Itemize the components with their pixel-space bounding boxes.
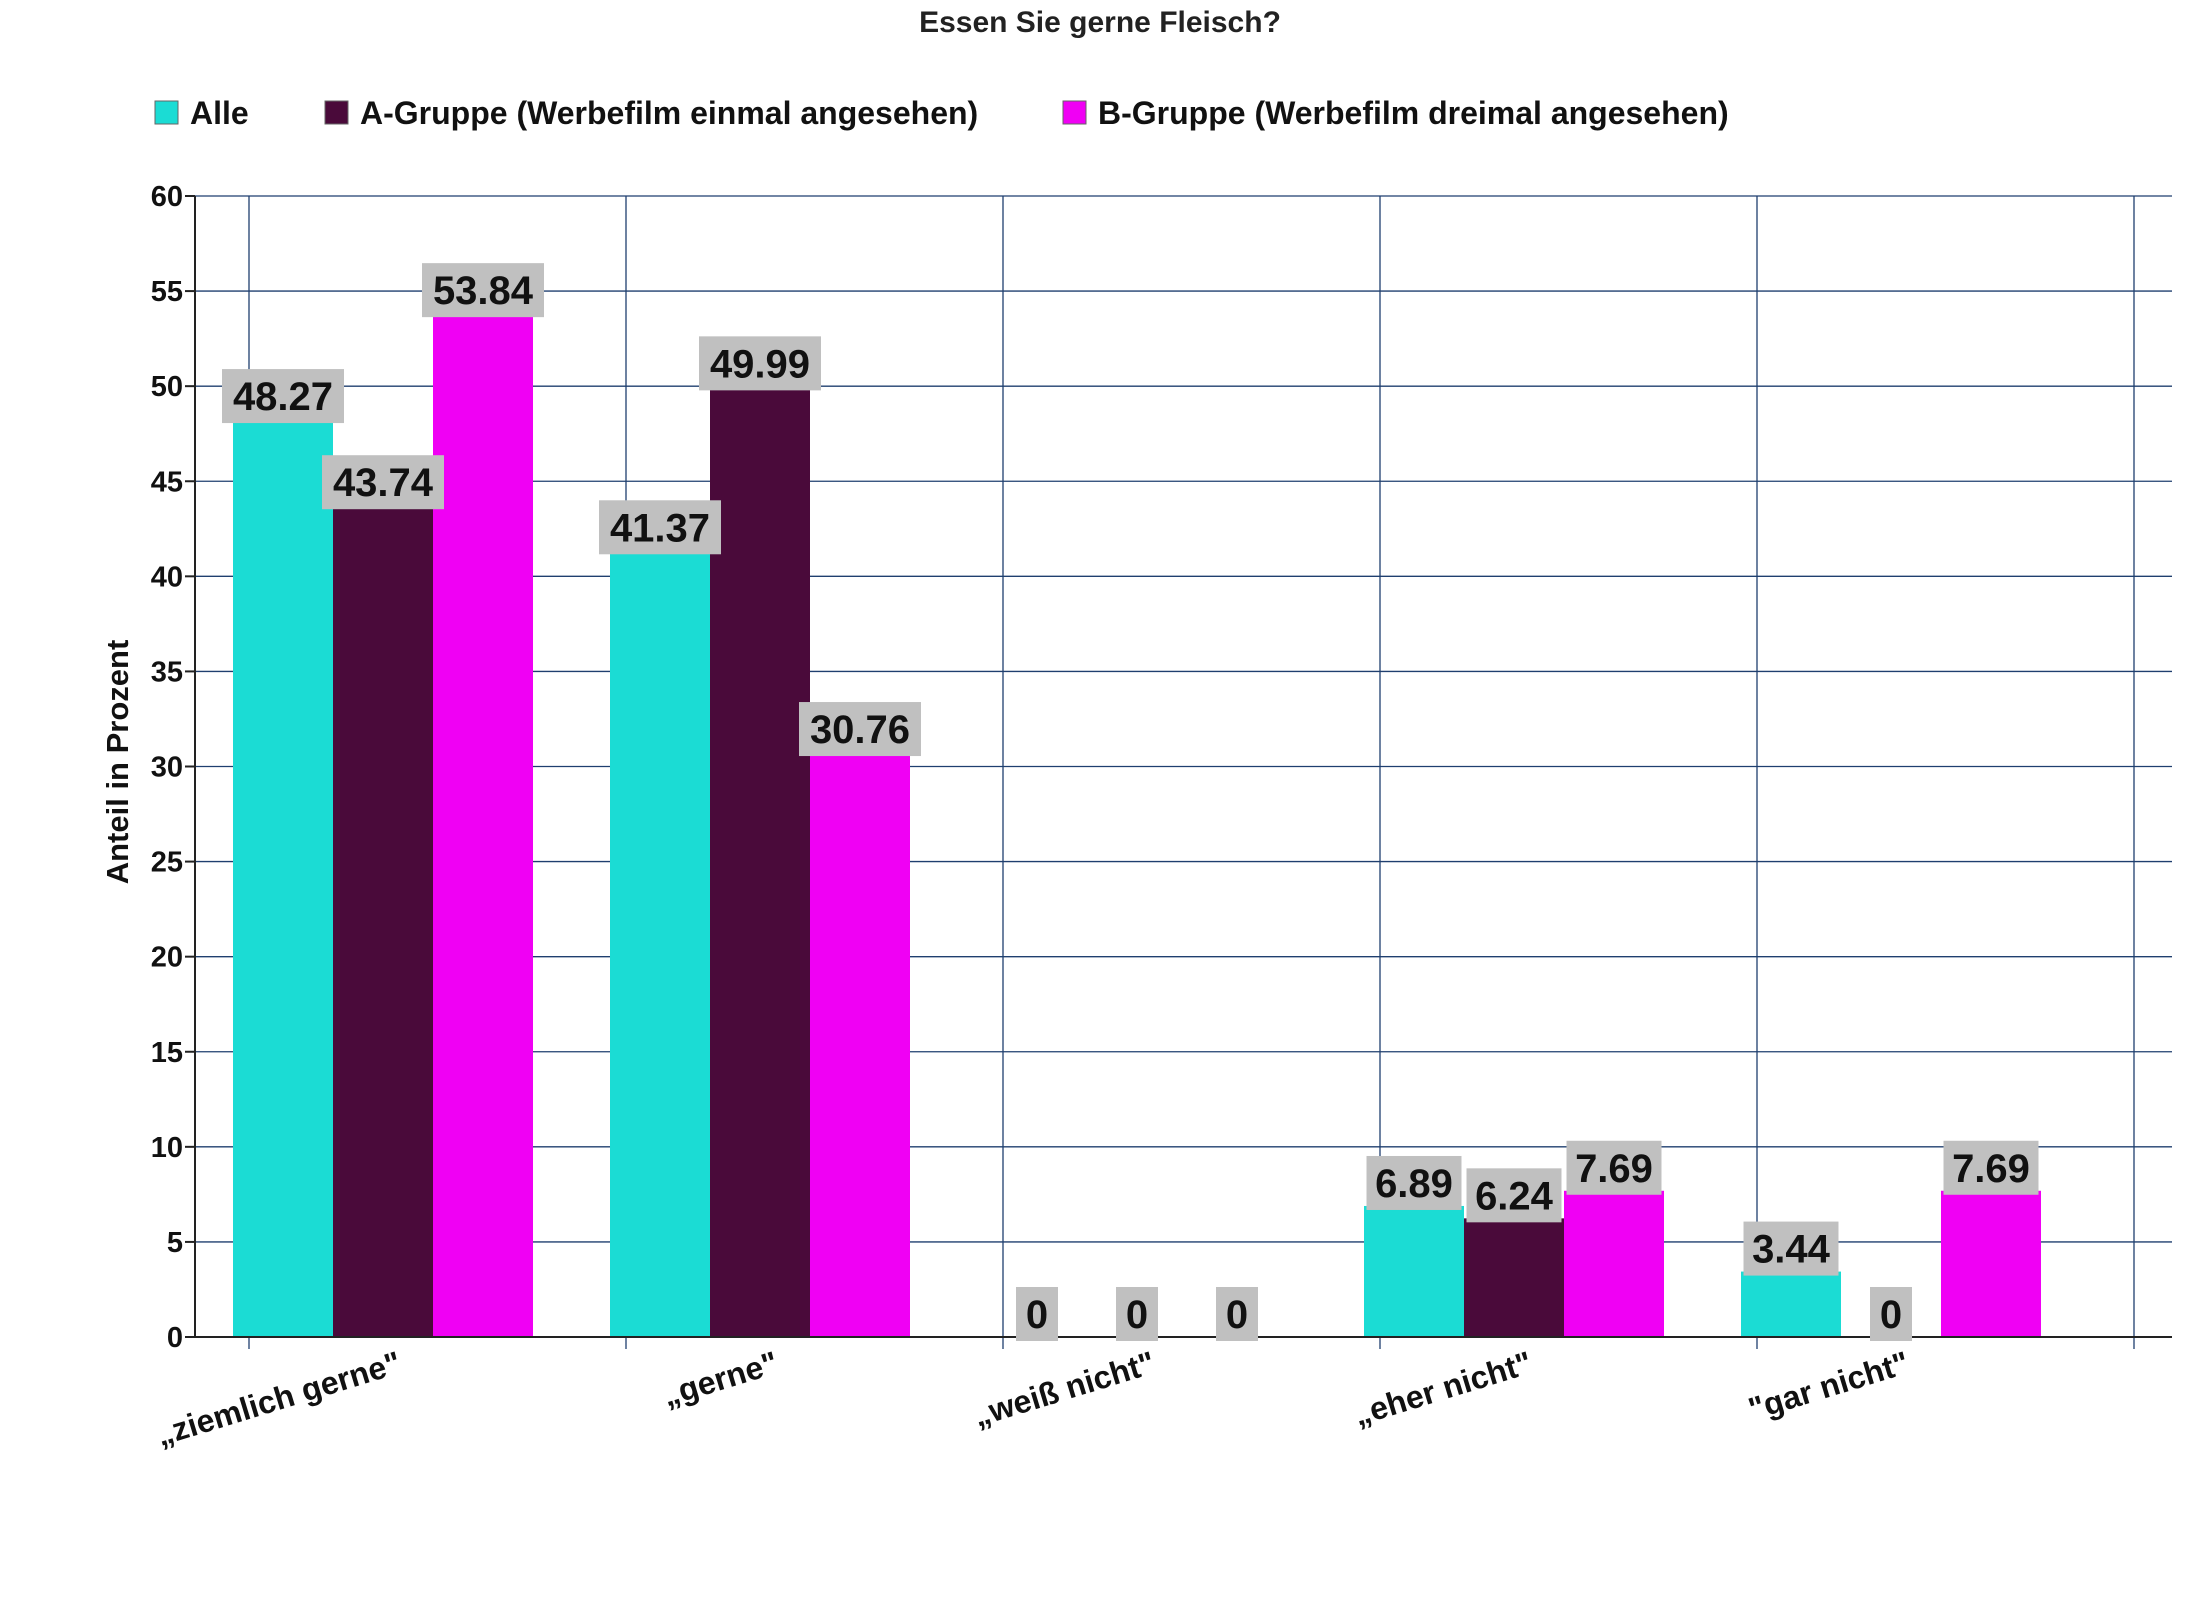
legend-label-0: Alle	[190, 95, 249, 131]
data-label-2-2: 0	[1226, 1293, 1248, 1337]
y-tick-label-4: 20	[151, 942, 183, 974]
legend-swatch-2	[1062, 100, 1087, 125]
data-label-3-1: 6.24	[1475, 1174, 1554, 1218]
y-tick-label-10: 50	[151, 371, 183, 403]
category-label-3: „eher nicht"	[1349, 1344, 1536, 1432]
legend-label-1: A-Gruppe (Werbefilm einmal angesehen)	[360, 95, 978, 131]
category-labels: „ziemlich gerne" „gerne" „weiß nicht" „eher…	[152, 1344, 1913, 1453]
bar-4-0	[1741, 1271, 1841, 1337]
y-tick-label-2: 10	[151, 1132, 183, 1164]
legend-label-2: B-Gruppe (Werbefilm dreimal angesehen)	[1098, 95, 1729, 131]
y-tick-label-6: 30	[151, 752, 183, 784]
y-tick-label-3: 15	[151, 1037, 183, 1069]
data-label-2-0: 0	[1026, 1293, 1048, 1337]
data-label-bg-0-2	[422, 263, 544, 318]
bar-1-2	[810, 752, 910, 1337]
y-tick-labels: 0 5 10 15 20 25 30 35 40 45 50 55 60	[151, 181, 183, 1354]
bar-0-1	[333, 505, 433, 1337]
chart-title: Essen Sie gerne Fleisch?	[919, 6, 1281, 39]
data-label-bg-3-0	[1366, 1155, 1462, 1210]
bar-1-1	[710, 386, 810, 1338]
category-label-0: „ziemlich gerne"	[152, 1344, 405, 1453]
bars	[233, 313, 2041, 1338]
category-label-1: „gerne"	[658, 1344, 782, 1413]
data-label-bg-4-2	[1943, 1140, 2039, 1195]
bar-3-1	[1464, 1218, 1564, 1337]
y-tick-label-0: 0	[167, 1322, 183, 1354]
data-label-4-1: 0	[1880, 1293, 1902, 1337]
data-label-1-1: 49.99	[710, 342, 810, 386]
bar-1-0	[610, 550, 710, 1337]
category-label-4: "gar nicht"	[1744, 1344, 1913, 1427]
legend: Alle A-Gruppe (Werbefilm einmal angesehen…	[154, 95, 1729, 131]
y-tick-label-5: 25	[151, 847, 183, 879]
data-label-0-0: 48.27	[233, 375, 333, 419]
y-axis-label: Anteil in Prozent	[100, 640, 135, 885]
data-label-bg-0-0	[222, 369, 344, 424]
data-label-bg-4-0	[1743, 1221, 1839, 1276]
axes	[185, 195, 2172, 1338]
y-tick-label-12: 60	[151, 181, 183, 213]
data-label-bg-4-1	[1870, 1287, 1912, 1341]
data-label-bg-2-1	[1116, 1287, 1158, 1341]
category-label-2: „weiß nicht"	[969, 1344, 1159, 1433]
bar-3-0	[1364, 1205, 1464, 1337]
y-tick-label-1: 5	[167, 1227, 183, 1259]
y-tick-label-11: 55	[151, 276, 183, 308]
data-label-0-1: 43.74	[333, 461, 434, 505]
data-label-0-2: 53.84	[433, 269, 534, 313]
bar-0-0	[233, 419, 333, 1337]
bar-3-2	[1564, 1190, 1664, 1337]
data-label-bg-3-2	[1566, 1140, 1662, 1195]
legend-swatch-1	[324, 100, 349, 125]
bar-4-2	[1941, 1190, 2041, 1337]
data-label-1-0: 41.37	[610, 506, 710, 550]
data-label-bg-0-1	[322, 455, 444, 510]
data-label-1-2: 30.76	[810, 708, 910, 752]
data-label-2-1: 0	[1126, 1293, 1148, 1337]
legend-swatch-0	[154, 100, 179, 125]
data-label-bg-1-0	[599, 500, 721, 555]
data-label-4-2: 7.69	[1952, 1147, 2030, 1191]
data-label-bg-2-2	[1216, 1287, 1258, 1341]
bar-0-2	[433, 313, 533, 1337]
data-label-3-0: 6.89	[1375, 1162, 1453, 1206]
data-label-4-0: 3.44	[1752, 1228, 1831, 1272]
y-tick-label-9: 45	[151, 466, 183, 498]
y-tick-label-8: 40	[151, 561, 183, 593]
data-label-bg-1-1	[699, 336, 821, 391]
data-label-bg-2-0	[1016, 1287, 1058, 1341]
data-label-3-2: 7.69	[1575, 1147, 1653, 1191]
data-label-bg-3-1	[1466, 1168, 1562, 1223]
y-tick-label-7: 35	[151, 656, 183, 688]
data-label-bg-1-2	[799, 702, 921, 757]
